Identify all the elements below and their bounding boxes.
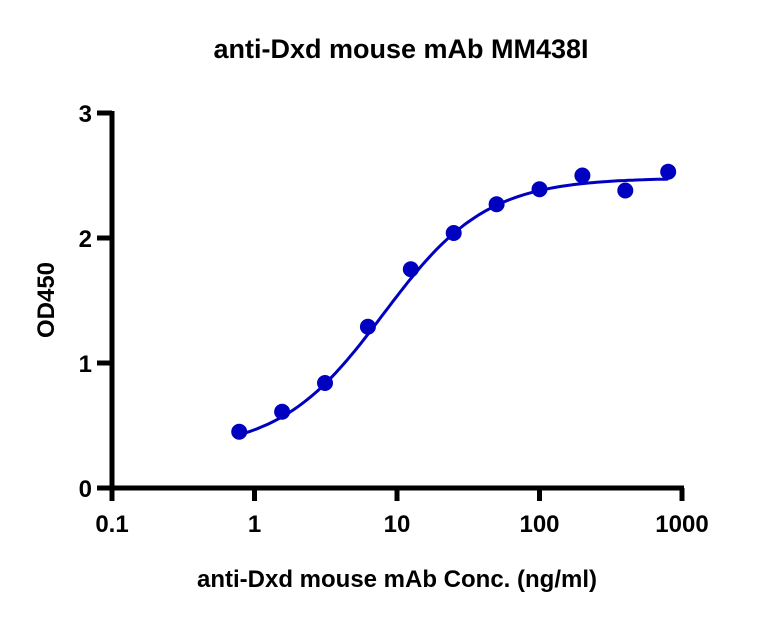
- data-point: [617, 182, 634, 199]
- data-point: [660, 163, 677, 180]
- data-point: [402, 261, 419, 278]
- data-point: [574, 167, 591, 184]
- axes: 0 1 2 3 0.1 1 10 100 1000: [79, 101, 709, 538]
- data-point: [231, 423, 248, 440]
- data-point: [531, 181, 548, 198]
- y-tick-label: 1: [79, 351, 92, 378]
- data-point: [317, 375, 334, 391]
- data-point: [488, 196, 505, 213]
- y-tick-label: 0: [79, 476, 92, 503]
- x-tick-label: 10: [384, 511, 411, 538]
- y-axis-label: OD450: [33, 262, 60, 338]
- plot-area: [231, 163, 677, 440]
- fit-curve: [238, 177, 669, 437]
- data-point: [359, 318, 376, 335]
- x-tick-label: 1000: [655, 511, 708, 538]
- data-point: [274, 403, 291, 420]
- x-axis-label: anti-Dxd mouse mAb Conc. (ng/ml): [197, 566, 597, 593]
- data-point: [445, 225, 462, 241]
- x-tick-label: 100: [519, 511, 559, 538]
- chart-title: anti-Dxd mouse mAb MM438I: [213, 34, 588, 64]
- x-tick-label: 1: [248, 511, 261, 538]
- x-tick-label: 0.1: [95, 511, 128, 538]
- y-tick-label: 2: [79, 226, 92, 253]
- y-tick-label: 3: [79, 101, 92, 128]
